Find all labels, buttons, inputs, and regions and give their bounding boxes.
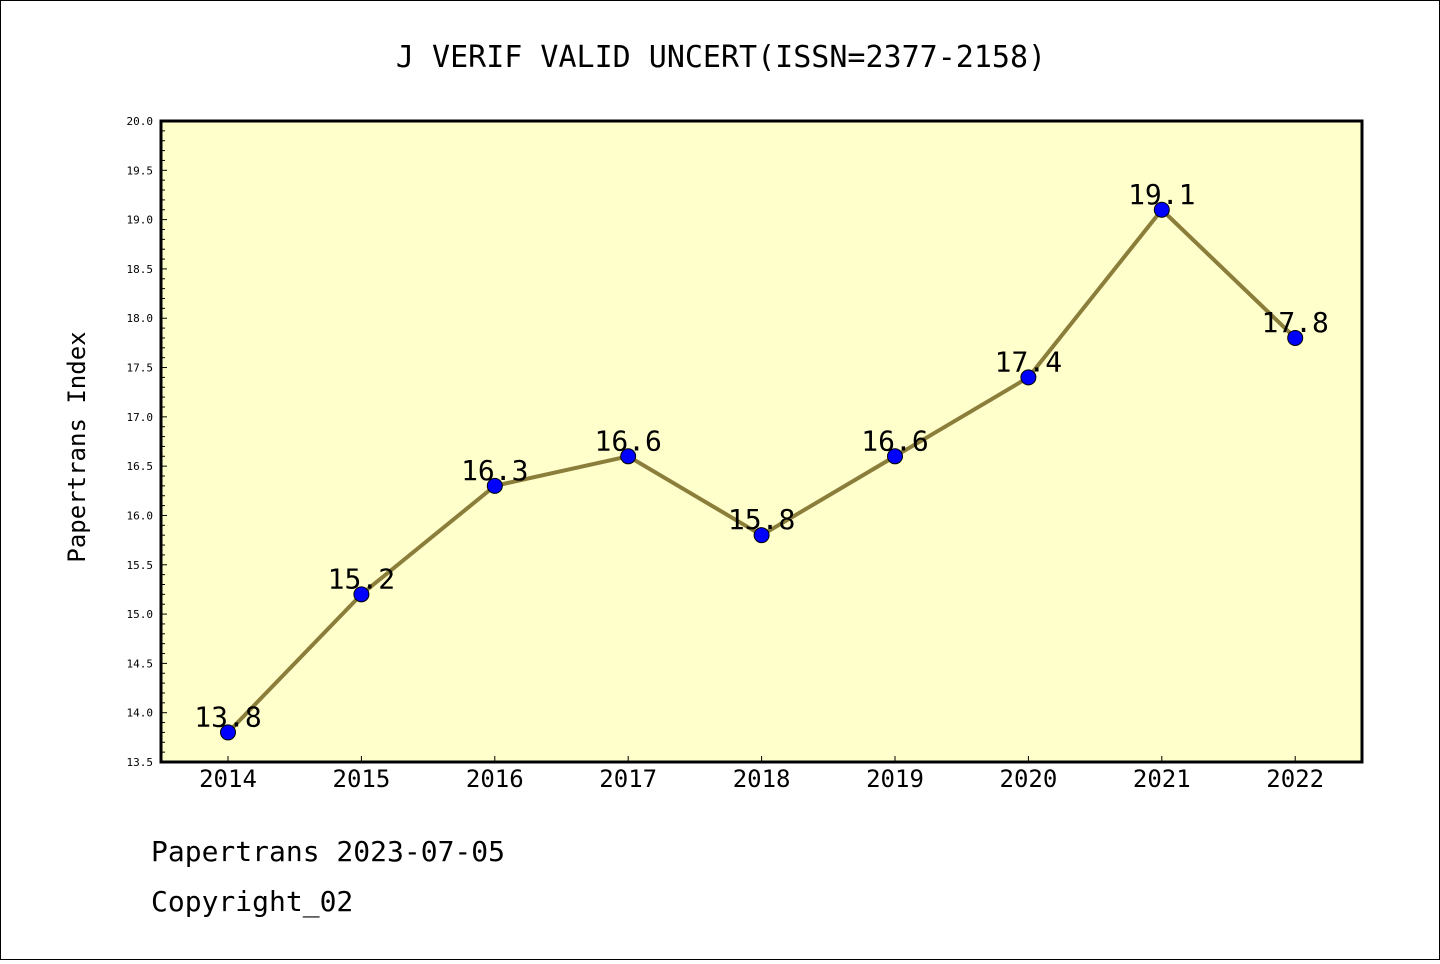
data-point-2017 bbox=[620, 448, 637, 465]
data-labels: 13.8 15.2 16.3 16.6 15.8 16.6 17.4 19.1 17.8 bbox=[194, 178, 1329, 734]
data-point-2015 bbox=[353, 586, 370, 603]
x-tick-label: 2016 bbox=[466, 765, 524, 793]
y-axis: 13.5 14.0 14.5 15.0 15.5 16.0 16.5 17.0 17.5 18.0… bbox=[127, 115, 167, 769]
data-point-2021 bbox=[1153, 201, 1170, 218]
x-tick-label: 2021 bbox=[1133, 765, 1191, 793]
y-tick-label: 14.0 bbox=[127, 707, 154, 720]
y-tick-label: 19.0 bbox=[127, 214, 154, 227]
x-tick-label: 2015 bbox=[333, 765, 391, 793]
data-point-2022 bbox=[1287, 329, 1304, 346]
plot-area bbox=[159, 119, 1364, 764]
footer-date: Papertrans 2023-07-05 bbox=[151, 835, 506, 868]
data-point-2018 bbox=[753, 527, 770, 544]
data-label-2018: 15.8 bbox=[728, 503, 795, 536]
y-tick-label: 14.5 bbox=[127, 657, 154, 670]
y-tick-label: 18.5 bbox=[127, 263, 154, 276]
data-label-2014: 13.8 bbox=[194, 700, 261, 733]
chart-title: J VERIF VALID UNCERT(ISSN=2377-2158) bbox=[396, 40, 1046, 75]
y-tick-label: 19.5 bbox=[127, 164, 154, 177]
y-axis-label: Papertrans Index bbox=[63, 331, 91, 562]
footer-copyright: Copyright_02 bbox=[151, 885, 354, 918]
data-label-2022: 17.8 bbox=[1261, 306, 1328, 339]
data-label-2016: 16.3 bbox=[461, 454, 528, 487]
data-point-2019 bbox=[887, 448, 903, 465]
y-tick-label: 15.5 bbox=[127, 559, 154, 572]
x-tick-label: 2022 bbox=[1266, 765, 1324, 793]
data-point-2016 bbox=[486, 477, 503, 494]
x-tick-label: 2017 bbox=[599, 765, 657, 793]
x-tick-label: 2018 bbox=[733, 765, 791, 793]
y-tick-label: 17.5 bbox=[127, 362, 154, 375]
data-point-2020 bbox=[1020, 369, 1037, 386]
x-axis: 2014 2015 2016 2017 2018 2019 2020 2021 2022 bbox=[199, 756, 1324, 793]
y-tick-label: 16.5 bbox=[127, 460, 154, 473]
data-point-2014 bbox=[220, 724, 236, 741]
x-tick-label: 2020 bbox=[1000, 765, 1058, 793]
data-label-2015: 15.2 bbox=[328, 562, 395, 595]
y-tick-label: 17.0 bbox=[127, 411, 154, 424]
x-tick-label: 2019 bbox=[866, 765, 924, 793]
y-tick-label: 15.0 bbox=[127, 608, 154, 621]
x-tick-label: 2014 bbox=[199, 765, 257, 793]
data-label-2017: 16.6 bbox=[594, 424, 661, 457]
y-tick-label: 13.5 bbox=[127, 756, 154, 769]
data-label-2019: 16.6 bbox=[861, 424, 928, 457]
data-label-2020: 17.4 bbox=[995, 345, 1062, 378]
y-tick-label: 16.0 bbox=[127, 509, 154, 522]
data-points bbox=[220, 201, 1304, 741]
y-tick-label: 20.0 bbox=[127, 115, 154, 128]
y-tick-label: 18.0 bbox=[127, 312, 154, 325]
data-label-2021: 19.1 bbox=[1128, 178, 1195, 211]
